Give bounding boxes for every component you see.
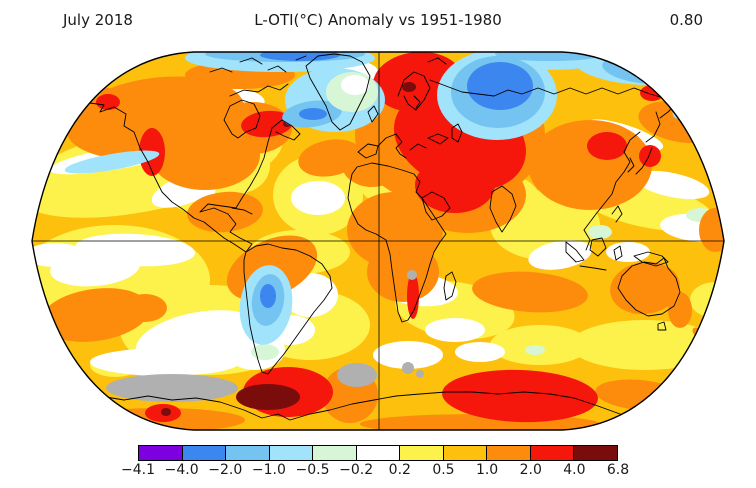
colorbar-tick-label: 4.0 [563,462,586,478]
colorbar-tick-label: −4.1 [121,462,155,478]
colorbar-segment [486,446,530,460]
colorbar-tick-label: −0.5 [295,462,330,478]
projection-outline [31,51,725,431]
colorbar-tick-label: −1.0 [251,462,286,478]
colorbar-segment [355,446,400,460]
global-mean-value: 0.80 [669,11,703,29]
colorbar-segment [312,446,356,460]
colorbar-tick-label: 0.5 [432,462,455,478]
colorbar [138,445,618,461]
colorbar-segment [399,446,443,460]
colorbar-tick-label: 6.8 [606,462,630,478]
colorbar-segment [529,446,574,460]
colorbar-tick-label: 0.2 [388,462,411,478]
colorbar-segment [181,446,226,460]
colorbar-tick-label: −0.2 [339,462,374,478]
colorbar-segment [268,446,313,460]
colorbar-tick-label: 2.0 [519,462,542,478]
colorbar-tick-label: −4.0 [164,462,199,478]
colorbar-tick-label: −2.0 [208,462,243,478]
colorbar-labels: −4.1 −4.0 −2.0 −1.0 −0.5 −0.2 0.2 0.5 1.0 2.0 4.0 6… [121,462,629,482]
colorbar-segment [442,446,487,460]
colorbar-tick-label: 1.0 [475,462,499,478]
southern-neutral-blobs [90,341,505,376]
graticule [32,52,724,430]
extreme-hot-blobs [161,82,416,416]
colorbar-segment [573,446,618,460]
date-label: July 2018 [63,11,133,29]
colorbar-segment [139,446,182,460]
map-title: L-OTI(°C) Anomaly vs 1951-1980 [254,11,502,29]
colorbar-segment [225,446,269,460]
no-data-patches [106,270,424,402]
